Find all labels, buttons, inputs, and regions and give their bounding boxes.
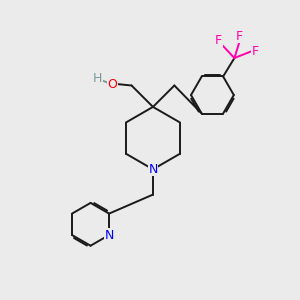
Text: F: F bbox=[236, 30, 243, 43]
Text: N: N bbox=[148, 163, 158, 176]
Text: H: H bbox=[93, 72, 102, 85]
Text: F: F bbox=[252, 45, 259, 58]
Text: O: O bbox=[108, 77, 118, 91]
Text: F: F bbox=[215, 34, 222, 47]
Text: N: N bbox=[104, 229, 114, 242]
